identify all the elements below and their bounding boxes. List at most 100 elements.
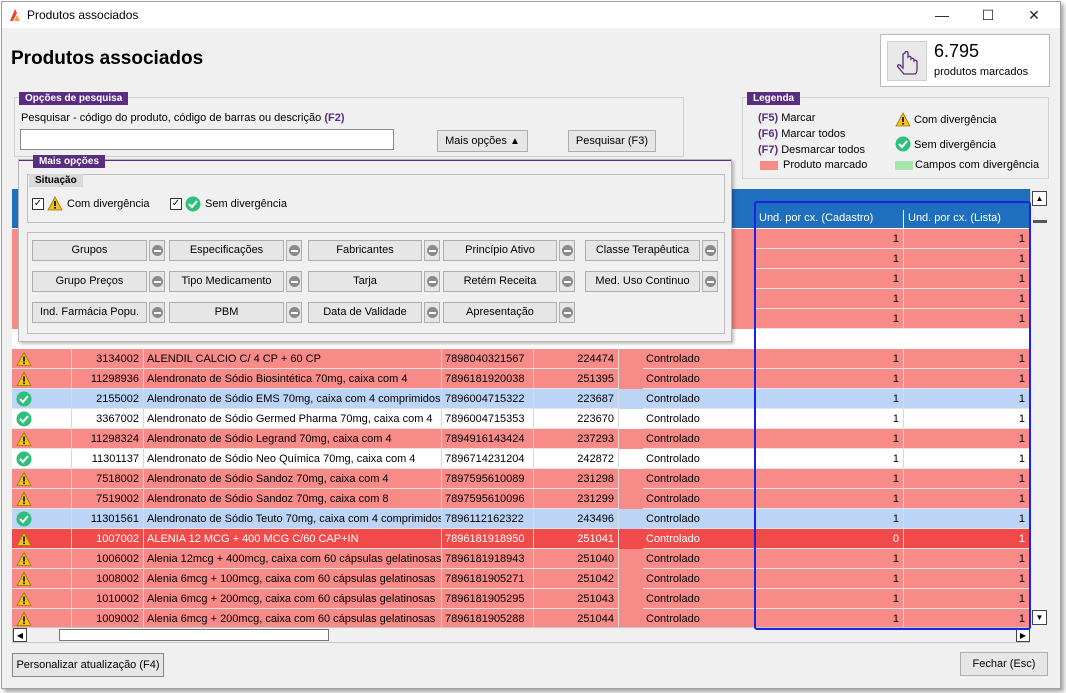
hscroll-thumb[interactable]	[59, 629, 329, 641]
filter-button-ind-farm-cia-popu-[interactable]: Ind. Farmácia Popu.	[32, 302, 147, 323]
close-window-button[interactable]: ✕	[1028, 7, 1040, 23]
scroll-left-icon[interactable]: ◀	[13, 628, 27, 642]
horizontal-scrollbar[interactable]: ◀ ▶	[12, 627, 1030, 643]
table-row[interactable]: 11298936 Alendronato de Sódio Biosintétic…	[12, 369, 1030, 389]
cell-id: 223670	[534, 409, 619, 429]
cell-lista: 1	[904, 229, 1030, 249]
cell-desc: Alenia 6mcg + 200mcg, caixa com 60 cápsu…	[144, 609, 442, 627]
cell-cadastro: 1	[755, 249, 904, 269]
search-options-group	[14, 97, 684, 157]
table-row[interactable]: 3134002 ALENDIL CALCIO C/ 4 CP + 60 CP 789…	[12, 349, 1030, 369]
filter-button-ret-m-receita[interactable]: Retém Receita	[443, 271, 557, 292]
clear-filter-icon[interactable]	[149, 271, 165, 292]
cell-cadastro: 1	[755, 469, 904, 489]
clear-filter-icon[interactable]	[424, 302, 440, 323]
cell-lista: 1	[904, 609, 1030, 627]
filter-button-classe-terap-utica[interactable]: Classe Terapêutica	[585, 240, 700, 261]
window-title: Produtos associados	[27, 8, 139, 22]
maximize-button[interactable]: ☐	[981, 7, 995, 23]
legend-unmark-all: (F7) Desmarcar todos	[758, 144, 865, 156]
table-row[interactable]: 1010002 Alenia 6mcg + 200mcg, caixa com 6…	[12, 589, 1030, 609]
table-row[interactable]: 7519002 Alendronato de Sódio Sandoz 70mg,…	[12, 489, 1030, 509]
more-options-button[interactable]: Mais opções ▲	[437, 130, 528, 152]
filter-button-tipo-medicamento[interactable]: Tipo Medicamento	[169, 271, 284, 292]
filter-button-med-uso-continuo[interactable]: Med. Uso Continuo	[585, 271, 700, 292]
scroll-thumb[interactable]	[1033, 220, 1047, 223]
legend-without-divergence: Sem divergência	[914, 139, 996, 151]
table-row[interactable]: 11301137 Alendronato de Sódio Neo Química…	[12, 449, 1030, 469]
cell-code: 3367002	[72, 409, 144, 429]
clear-filter-icon[interactable]	[424, 271, 440, 292]
cell-tarja: Controlado	[643, 509, 755, 529]
cell-code: 1006002	[72, 549, 144, 569]
clear-filter-icon[interactable]	[702, 240, 718, 261]
cell-tarja: Controlado	[643, 349, 755, 369]
legend-label: Legenda	[747, 92, 801, 105]
close-button[interactable]: Fechar (Esc)	[960, 652, 1048, 676]
cell-desc: ALENDIL CALCIO C/ 4 CP + 60 CP	[144, 349, 442, 369]
table-row[interactable]: 7518002 Alendronato de Sódio Sandoz 70mg,…	[12, 469, 1030, 489]
cell-cadastro: 1	[755, 609, 904, 627]
cell-desc: ALENIA 12 MCG + 400 MCG C/60 CAP+IN	[144, 529, 442, 549]
warning-icon	[16, 531, 32, 546]
cell-id: 251395	[534, 369, 619, 389]
check-circle-icon	[185, 196, 201, 212]
scroll-up-icon[interactable]: ▲	[1032, 191, 1047, 206]
with-divergence-checkbox[interactable]: ✓	[32, 198, 44, 210]
clear-filter-icon[interactable]	[702, 271, 718, 292]
search-button[interactable]: Pesquisar (F3)	[568, 130, 656, 152]
filter-button-princ-pio-ativo[interactable]: Princípio Ativo	[443, 240, 557, 261]
cell-desc: Alendronato de Sódio Sandoz 70mg, caixa …	[144, 469, 442, 489]
cell-code: 11301561	[72, 509, 144, 529]
cell-code: 11298324	[72, 429, 144, 449]
cell-lista: 1	[904, 549, 1030, 569]
cell-code: 11301137	[72, 449, 144, 469]
cell-code: 7519002	[72, 489, 144, 509]
search-input[interactable]	[20, 129, 394, 150]
legend-mark: (F5) Marcar	[758, 112, 816, 124]
table-row[interactable]: 1007002 ALENIA 12 MCG + 400 MCG C/60 CAP+…	[12, 529, 1030, 549]
clear-filter-icon[interactable]	[149, 302, 165, 323]
warning-icon	[16, 371, 32, 386]
warning-icon	[16, 551, 32, 566]
vertical-scrollbar[interactable]: ▲ ▼	[1030, 189, 1048, 627]
clear-filter-icon[interactable]	[559, 302, 575, 323]
clear-filter-icon[interactable]	[424, 240, 440, 261]
clear-filter-icon[interactable]	[286, 302, 302, 323]
filter-button-grupos[interactable]: Grupos	[32, 240, 147, 261]
clear-filter-icon[interactable]	[286, 240, 302, 261]
filter-button-apresenta-o[interactable]: Apresentação	[443, 302, 557, 323]
scroll-down-icon[interactable]: ▼	[1032, 610, 1047, 625]
filter-button-data-de-validade[interactable]: Data de Validade	[308, 302, 422, 323]
cell-cadastro: 1	[755, 509, 904, 529]
clear-filter-icon[interactable]	[559, 240, 575, 261]
table-row[interactable]: 11298324 Alendronato de Sódio Legrand 70m…	[12, 429, 1030, 449]
table-row[interactable]: 3367002 Alendronato de Sódio Germed Pharm…	[12, 409, 1030, 429]
clear-filter-icon[interactable]	[559, 271, 575, 292]
filter-button-grupo-pre-os[interactable]: Grupo Preços	[32, 271, 147, 292]
cell-id: 224474	[534, 349, 619, 369]
warning-icon	[47, 196, 63, 211]
table-row[interactable]: 1009002 Alenia 6mcg + 200mcg, caixa com 6…	[12, 609, 1030, 627]
more-options-title: Mais opções	[33, 155, 106, 168]
scroll-right-icon[interactable]: ▶	[1016, 628, 1030, 642]
filter-button-tarja[interactable]: Tarja	[308, 271, 422, 292]
filter-button-pbm[interactable]: PBM	[169, 302, 284, 323]
col-und-lista[interactable]: Und. por cx. (Lista)	[904, 210, 1030, 228]
cell-barcode: 7896181905288	[442, 609, 534, 627]
table-row[interactable]: 1006002 Alenia 12mcg + 400mcg, caixa com …	[12, 549, 1030, 569]
without-divergence-checkbox[interactable]: ✓	[170, 198, 182, 210]
clear-filter-icon[interactable]	[149, 240, 165, 261]
minimize-button[interactable]: —	[935, 7, 949, 23]
clear-filter-icon[interactable]	[286, 271, 302, 292]
status-cell	[12, 449, 72, 469]
table-row[interactable]: 2155002 Alendronato de Sódio EMS 70mg, ca…	[12, 389, 1030, 409]
table-row[interactable]: 1008002 Alenia 6mcg + 100mcg, caixa com 6…	[12, 569, 1030, 589]
filter-button-especifica-es[interactable]: Especificações	[169, 240, 284, 261]
status-cell	[12, 429, 72, 449]
col-und-cadastro[interactable]: Und. por cx. (Cadastro)	[755, 210, 904, 228]
cell-cadastro: 0	[755, 529, 904, 549]
filter-button-fabricantes[interactable]: Fabricantes	[308, 240, 422, 261]
customize-update-button[interactable]: Personalizar atualização (F4)	[12, 653, 164, 677]
table-row[interactable]: 11301561 Alendronato de Sódio Teuto 70mg,…	[12, 509, 1030, 529]
